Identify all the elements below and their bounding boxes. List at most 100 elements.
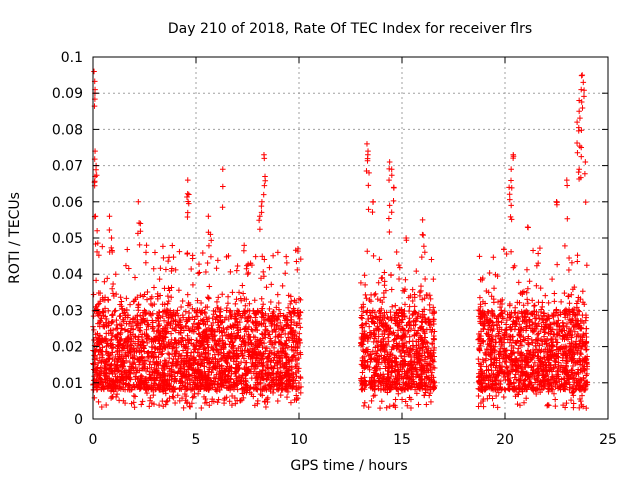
data-point: [196, 386, 202, 393]
data-point: [157, 330, 164, 337]
data-point: [583, 356, 590, 362]
data-point: [492, 386, 498, 393]
data-point: [225, 293, 231, 300]
data-point: [241, 296, 248, 302]
data-point: [572, 328, 578, 335]
data-point: [404, 369, 411, 376]
data-point: [358, 336, 365, 342]
data-point: [488, 367, 495, 374]
data-point: [174, 307, 181, 314]
data-point: [283, 337, 290, 344]
data-point: [139, 398, 146, 405]
data-point: [507, 314, 514, 321]
data-point: [186, 327, 193, 334]
data-point: [423, 386, 429, 393]
data-point: [519, 291, 526, 298]
data-point: [127, 318, 133, 325]
data-point: [497, 312, 504, 319]
data-point: [376, 256, 383, 263]
data-point: [196, 325, 202, 332]
data-point: [297, 390, 304, 396]
data-point: [289, 384, 296, 391]
data-point: [399, 312, 406, 319]
data-point: [162, 357, 168, 364]
data-point: [419, 314, 426, 321]
data-point: [507, 336, 514, 343]
data-point: [100, 296, 106, 303]
data-point: [389, 357, 395, 364]
data-point: [577, 396, 583, 402]
data-point: [485, 366, 492, 373]
data-point: [573, 333, 580, 340]
data-point: [97, 364, 104, 371]
data-point: [296, 320, 302, 326]
data-point: [268, 281, 275, 288]
data-point: [141, 357, 148, 364]
data-point: [166, 355, 173, 361]
data-point: [94, 249, 100, 255]
data-point: [96, 375, 103, 381]
data-point: [118, 298, 125, 305]
data-point: [532, 342, 539, 349]
data-point: [269, 329, 276, 335]
data-point: [105, 320, 112, 326]
data-point: [269, 379, 275, 385]
data-point: [421, 350, 428, 356]
data-point: [561, 386, 567, 392]
data-point: [109, 349, 116, 356]
data-point: [502, 377, 509, 383]
data-point: [199, 377, 206, 383]
data-point: [120, 377, 127, 383]
data-point: [106, 227, 113, 233]
data-point: [560, 402, 566, 408]
data-point: [288, 328, 295, 335]
data-point: [402, 398, 409, 405]
data-point: [400, 379, 406, 386]
data-point: [376, 308, 383, 315]
data-point: [545, 300, 552, 306]
data-point: [230, 342, 237, 349]
data-point: [535, 362, 541, 368]
data-point: [534, 262, 540, 269]
data-point: [532, 360, 538, 366]
data-point: [562, 375, 568, 382]
data-point: [375, 361, 381, 368]
data-point: [113, 317, 120, 323]
data-point: [288, 293, 294, 300]
data-point: [413, 342, 420, 349]
data-point: [574, 322, 580, 328]
data-point: [205, 294, 211, 301]
data-point: [508, 313, 514, 319]
data-point: [283, 321, 290, 328]
data-point: [541, 354, 547, 361]
data-point: [402, 358, 409, 365]
data-point: [553, 309, 560, 315]
data-point: [105, 384, 111, 390]
data-point: [483, 346, 490, 352]
data-point: [215, 257, 221, 264]
data-point: [493, 362, 500, 369]
data-point: [535, 260, 541, 266]
data-point: [235, 362, 242, 369]
data-point: [515, 326, 522, 333]
data-point: [176, 287, 182, 294]
data-point: [388, 369, 395, 376]
data-point: [478, 333, 484, 339]
data-point: [500, 315, 506, 322]
data-point: [502, 352, 509, 359]
data-point: [485, 289, 492, 296]
data-point: [583, 372, 589, 379]
data-point: [140, 338, 146, 345]
data-point: [135, 325, 141, 331]
data-point: [196, 307, 203, 314]
data-point: [399, 343, 405, 350]
data-point: [416, 359, 422, 366]
data-point: [105, 308, 112, 314]
data-point: [205, 350, 212, 357]
data-point: [361, 358, 367, 364]
data-point: [566, 308, 573, 315]
data-point: [493, 315, 500, 322]
data-point: [244, 315, 250, 322]
data-point: [93, 368, 99, 374]
data-point: [212, 342, 219, 349]
